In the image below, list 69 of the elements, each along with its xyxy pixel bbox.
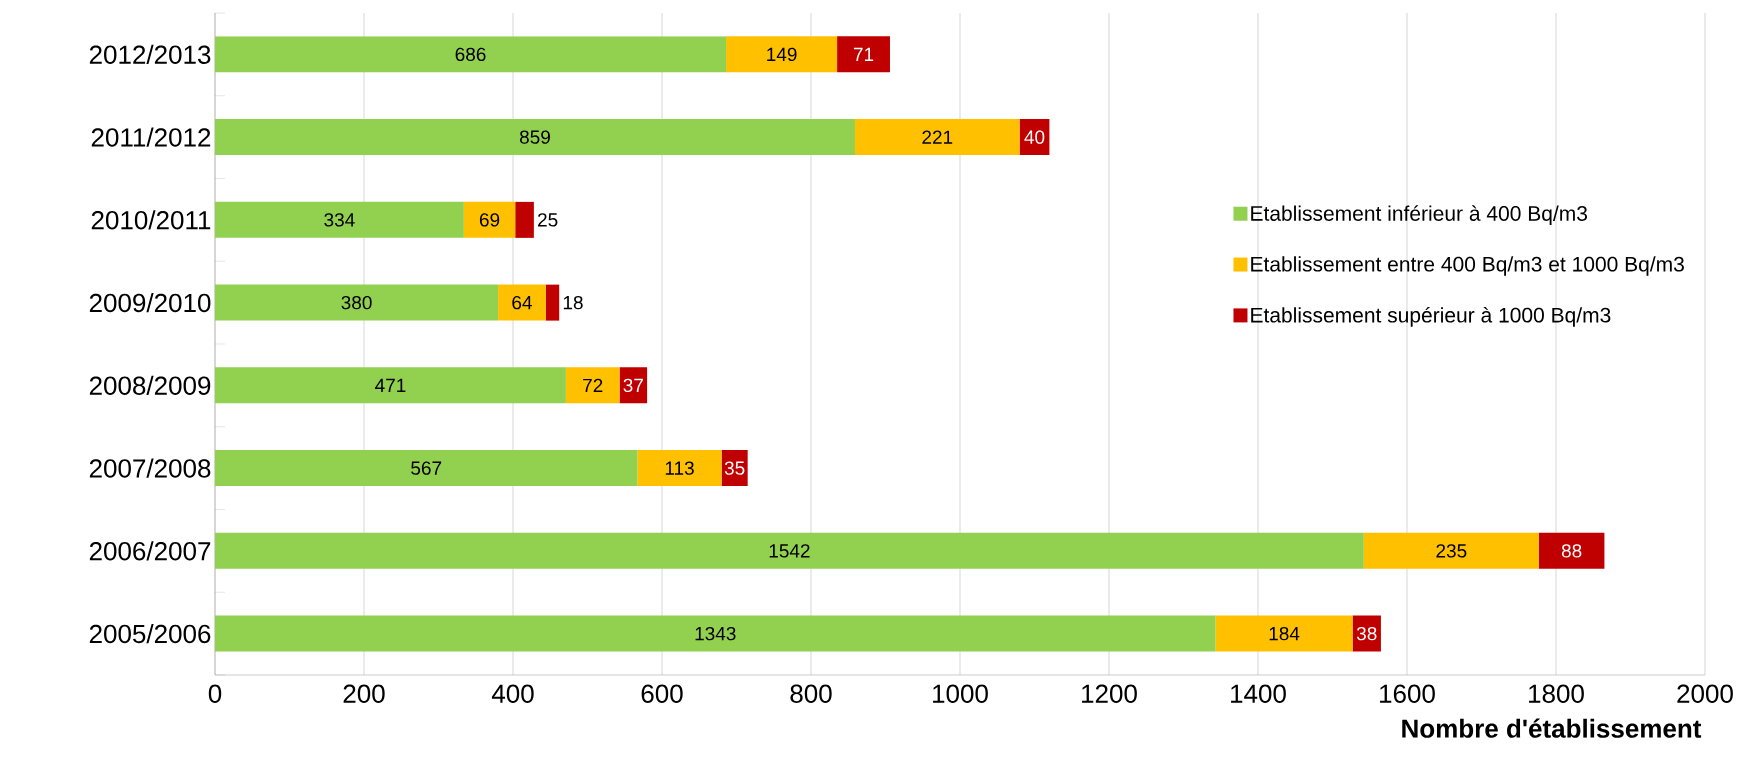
bar: [463, 201, 516, 238]
legend-label: Etablissement inférieur à 400 Bq/m3: [1251, 205, 1588, 226]
data-label: 1542: [769, 544, 810, 558]
bar: [837, 36, 890, 73]
y-tick-label: 2010/2011: [91, 210, 211, 230]
bar: [1215, 615, 1353, 652]
x-tick-label: 1800: [1529, 684, 1584, 703]
y-tick-label: 2012/2013: [89, 44, 211, 64]
x-tick-label: 1000: [933, 684, 988, 703]
data-label: 18: [563, 295, 583, 310]
data-label: 1343: [695, 626, 736, 641]
data-label: 64: [512, 295, 532, 310]
x-tick-label: 800: [790, 684, 832, 703]
y-tick-label: 2007/2008: [89, 458, 211, 478]
bar: [619, 367, 648, 404]
x-tick-label: 1400: [1231, 684, 1286, 703]
x-tick-label: 400: [491, 684, 534, 703]
bar: [1538, 532, 1605, 569]
bar: [854, 119, 1020, 156]
bar: [565, 367, 620, 404]
bar: [215, 119, 855, 156]
data-label: 88: [1561, 544, 1582, 558]
bar: [215, 36, 727, 73]
data-label: 25: [538, 213, 558, 227]
data-label: 380: [341, 295, 372, 310]
bar: [498, 284, 546, 321]
bar: [1363, 532, 1539, 569]
data-label: 567: [411, 461, 442, 475]
y-tick-label: 2005/2006: [89, 624, 211, 644]
data-label: 71: [853, 47, 874, 61]
data-label: 471: [375, 378, 406, 392]
bar: [215, 532, 1364, 569]
data-label: 37: [623, 378, 643, 393]
data-label: 184: [1269, 626, 1300, 641]
bar: [215, 450, 638, 487]
data-label: 38: [1356, 626, 1377, 641]
y-tick-label: 2011/2012: [91, 127, 211, 147]
bar: [215, 615, 1216, 652]
x-tick-label: 1600: [1380, 684, 1435, 703]
data-label: 235: [1436, 544, 1467, 558]
data-label: 72: [583, 378, 603, 392]
y-tick-label: 2008/2009: [89, 375, 211, 395]
x-tick-label: 0: [208, 684, 222, 703]
legend-label: Etablissement supérieur à 1000 Bq/m3: [1251, 306, 1611, 327]
bar: [726, 36, 838, 73]
bar: [1352, 615, 1381, 652]
y-tick-label: 2009/2010: [89, 293, 211, 313]
data-label: 149: [767, 47, 797, 62]
x-tick-label: 600: [641, 684, 683, 703]
bar: [215, 367, 566, 404]
data-label: 40: [1024, 130, 1045, 144]
x-tick-label: 1200: [1082, 684, 1137, 703]
bar: [515, 201, 534, 238]
data-label: 686: [455, 47, 486, 62]
data-label: 113: [665, 461, 694, 475]
data-label: 334: [324, 213, 355, 227]
data-label: 859: [519, 130, 550, 144]
x-tick-label: 2000: [1677, 684, 1733, 703]
data-label: 221: [922, 130, 953, 144]
bar: [215, 284, 499, 321]
x-tick-label: 200: [343, 684, 385, 703]
bar: [637, 450, 722, 487]
data-label: 35: [724, 461, 745, 475]
legend-label: Etablissement entre 400 Bq/m3 et 1000 Bq/m3: [1251, 256, 1684, 276]
y-tick-label: 2006/2007: [89, 541, 211, 561]
bar: [545, 284, 560, 321]
x-axis-title: Nombre d'établissement: [1402, 718, 1702, 738]
bar: [215, 201, 464, 238]
data-label: 69: [479, 213, 500, 227]
